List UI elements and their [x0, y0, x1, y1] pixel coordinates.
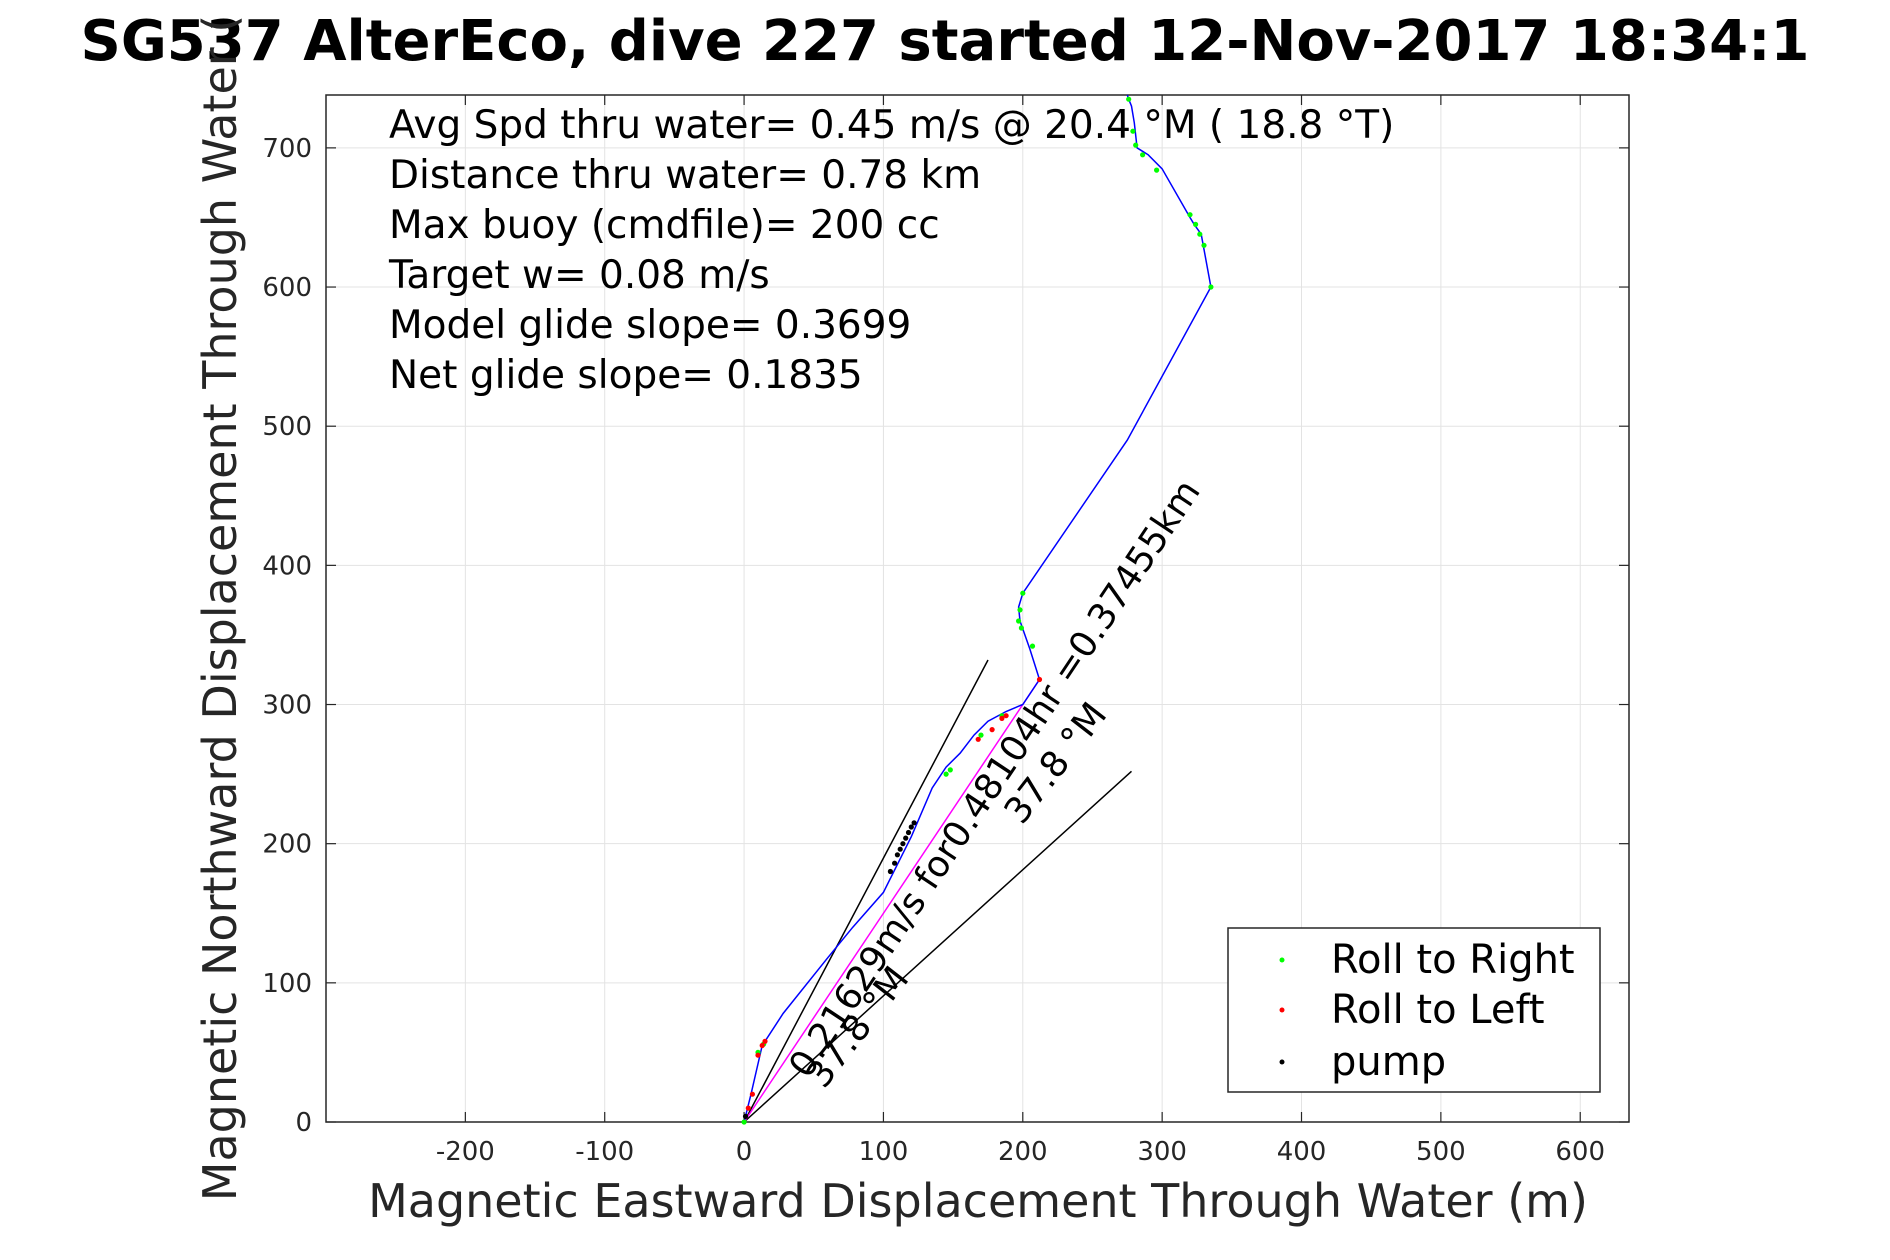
roll-right-marker	[1020, 590, 1026, 596]
x-axis-label: Magnetic Eastward Displacement Through W…	[368, 1174, 1588, 1228]
y-tick-label: 300	[262, 691, 312, 721]
pump-marker	[900, 841, 906, 847]
roll-right-marker	[1187, 212, 1193, 218]
stat-net-glide: Net glide slope= 0.1835	[389, 353, 863, 398]
stat-distance: Distance thru water= 0.78 km	[389, 153, 981, 198]
x-tick-label: 100	[859, 1137, 909, 1167]
legend-marker-left	[1279, 1007, 1285, 1013]
roll-right-marker	[1017, 607, 1023, 613]
roll-right-marker	[1197, 231, 1203, 237]
roll-right-marker	[1208, 284, 1214, 290]
roll-right-marker	[1133, 142, 1139, 148]
pump-marker	[887, 868, 894, 875]
y-tick-label: 200	[262, 830, 312, 860]
stat-max-buoy: Max buoy (cmdfile)= 200 cc	[389, 203, 940, 248]
legend-marker-pump	[1279, 1059, 1285, 1065]
x-tick-label: 600	[1555, 1137, 1605, 1167]
roll-right-marker	[947, 767, 953, 773]
current-label: 0.21629m/s for0.48104hr =0.37455km	[781, 473, 1208, 1085]
stat-model-glide: Model glide slope= 0.3699	[389, 303, 911, 348]
y-tick-label: 700	[262, 134, 312, 164]
pump-marker	[903, 835, 909, 841]
roll-left-marker	[1003, 713, 1009, 719]
y-tick-label: 0	[295, 1108, 312, 1138]
pump-marker	[911, 820, 917, 826]
roll-right-marker	[943, 771, 949, 777]
pump-marker	[897, 846, 903, 852]
heading-line-1	[743, 659, 989, 1123]
plot-lines	[743, 94, 1212, 1123]
roll-left-marker	[749, 1091, 756, 1097]
current-line	[743, 679, 1041, 1123]
pump-marker	[894, 852, 901, 858]
legend-box	[1227, 927, 1601, 1093]
x-tick-label: -100	[575, 1137, 634, 1167]
stats-annotation: Avg Spd thru water= 0.45 m/s @ 20.4 °M (…	[388, 103, 1394, 398]
pump-marker	[892, 860, 898, 866]
roll-right-marker	[1154, 167, 1160, 173]
y-tick-label: 600	[262, 273, 312, 303]
roll-left-marker	[759, 1042, 765, 1049]
plot-markers	[741, 96, 1214, 1125]
track-line	[743, 94, 1212, 1123]
roll-right-marker	[1029, 643, 1036, 649]
pump-marker	[908, 824, 914, 830]
stat-target-w: Target w= 0.08 m/s	[388, 253, 770, 298]
roll-left-marker	[989, 727, 995, 733]
roll-right-marker	[1193, 221, 1199, 227]
legend-label-left: Roll to Left	[1331, 987, 1545, 1033]
heading-line-2	[743, 770, 1133, 1123]
stat-avg-speed: Avg Spd thru water= 0.45 m/s @ 20.4 °M (…	[389, 103, 1394, 148]
roll-right-marker	[978, 732, 984, 738]
roll-right-marker	[1201, 242, 1207, 248]
roll-right-marker	[1018, 625, 1024, 631]
pump-marker	[742, 1113, 749, 1119]
legend-label-right: Roll to Right	[1331, 937, 1575, 983]
roll-left-marker	[762, 1038, 768, 1044]
roll-left-marker	[745, 1105, 751, 1111]
legend-label-pump: pump	[1331, 1039, 1446, 1085]
x-tick-label: 300	[1137, 1137, 1187, 1167]
plot-frame	[325, 94, 1630, 1123]
chart-title: SG537 AlterEco, dive 227 started 12-Nov-…	[81, 9, 1810, 74]
axis-ticks: -200 -100 0 100 200 300 400 500 600 0 100 200 300 400…	[262, 95, 1629, 1167]
y-tick-label: 100	[262, 969, 312, 999]
y-axis-label: Magnetic Northward Displacement Through …	[193, 15, 247, 1201]
x-tick-label: 200	[998, 1137, 1048, 1167]
x-tick-label: 0	[736, 1137, 753, 1167]
roll-right-marker	[1126, 96, 1132, 102]
y-tick-label: 400	[262, 551, 312, 581]
roll-left-marker	[1036, 676, 1043, 683]
roll-left-marker	[975, 736, 981, 742]
roll-right-marker	[1140, 152, 1146, 158]
roll-left-marker	[999, 715, 1005, 722]
roll-right-marker	[741, 1119, 747, 1125]
legend: Roll to Right Roll to Left pump	[1227, 927, 1601, 1093]
y-tick-label: 500	[262, 412, 312, 442]
x-tick-label: 400	[1277, 1137, 1327, 1167]
roll-right-marker	[1016, 618, 1022, 624]
x-tick-label: 500	[1416, 1137, 1466, 1167]
roll-left-marker	[755, 1052, 761, 1058]
pump-marker	[905, 829, 912, 836]
x-tick-label: -200	[436, 1137, 495, 1167]
legend-marker-right	[1279, 957, 1285, 963]
roll-right-marker	[1130, 128, 1136, 134]
grid-lines	[326, 95, 1629, 1123]
